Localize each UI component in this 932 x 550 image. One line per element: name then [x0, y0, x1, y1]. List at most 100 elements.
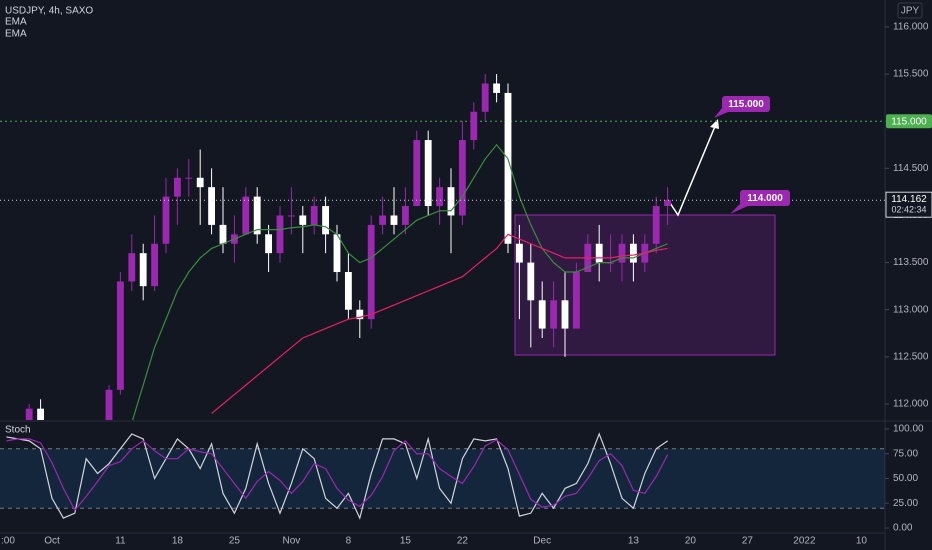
candle-body [436, 187, 444, 207]
candle-body [196, 177, 204, 188]
candle-body [424, 140, 432, 207]
candle-body [299, 215, 307, 225]
stoch-line [6, 438, 669, 512]
projection-arrow [667, 123, 717, 217]
callout-tail [730, 202, 748, 214]
candle-body [470, 111, 478, 141]
price-pane [0, 74, 885, 420]
candle-body [504, 92, 512, 244]
x-tick-label: Oct [44, 536, 60, 547]
y-tick-label: 116.000 [893, 22, 929, 33]
candle-body [105, 389, 113, 420]
candle-body [413, 140, 421, 207]
candle-body [629, 243, 637, 263]
x-tick-label: 22 [457, 536, 469, 547]
candle-body [390, 215, 398, 225]
x-tick-label: Nov [282, 536, 300, 547]
candle-body [572, 272, 580, 329]
candle-body [128, 253, 136, 282]
candle-body [287, 215, 295, 217]
y-tick-label: 75.00 [893, 448, 918, 459]
x-tick-label: 20 [685, 536, 697, 547]
last-price-label: 114.162 [891, 194, 927, 205]
candle-body [116, 281, 124, 390]
candle-body [253, 196, 261, 235]
candle-body [151, 243, 159, 287]
candle-body [322, 206, 330, 235]
last-price-box [885, 191, 932, 218]
level-label: 115.000 [891, 116, 927, 127]
x-tick-label: 15 [400, 536, 412, 547]
candle-body [185, 177, 193, 179]
y-tick-label: 113.500 [893, 257, 929, 268]
y-tick-label: 25.00 [893, 498, 918, 509]
candle-body [618, 243, 626, 263]
candle-body [356, 309, 364, 320]
candle-body [276, 215, 284, 254]
candle-body [515, 243, 523, 263]
stoch-band [0, 448, 885, 509]
y-tick-label: 113.000 [893, 304, 929, 315]
candle-body [367, 224, 375, 320]
candle-body [652, 206, 660, 244]
x-tick-label: 13 [628, 536, 640, 547]
y-tick-label: 112.000 [893, 399, 929, 410]
x-tick-label: :00 [1, 536, 15, 547]
candle-body [265, 234, 273, 254]
y-tick-label: 115.500 [893, 69, 929, 80]
candle-body [242, 196, 250, 235]
legend-entry: EMA [5, 29, 27, 40]
candle-body [333, 234, 341, 273]
candle-body [219, 224, 227, 244]
x-tick-label: 11 [115, 536, 126, 547]
x-tick-label: 25 [229, 536, 241, 547]
level-label-box [886, 114, 932, 129]
candle-body [37, 408, 45, 420]
candle-body [310, 206, 318, 225]
candle-body [401, 206, 409, 225]
candle-body [538, 300, 546, 329]
x-tick-label: 10 [856, 536, 868, 547]
candle-body [139, 253, 147, 287]
legend-entry: EMA [5, 17, 27, 28]
callout-tail [714, 108, 728, 118]
y-tick-label: 112.500 [893, 351, 929, 362]
callout-label: 114.000 [747, 193, 783, 204]
currency-label: JPY [901, 6, 920, 17]
candle-body [664, 200, 672, 207]
x-tick-label: 27 [742, 536, 754, 547]
candle-body [379, 215, 387, 225]
x-tick-label: 18 [172, 536, 184, 547]
callout-label: 115.000 [728, 99, 764, 110]
candle-body [162, 196, 170, 244]
candle-body [481, 83, 489, 112]
candle-body [561, 300, 569, 329]
countdown-label: 02:42:34 [891, 205, 926, 215]
indicator-title: Stoch [5, 425, 31, 436]
x-tick-label: Dec [533, 536, 551, 547]
callout-box [740, 190, 790, 206]
candle-body [344, 272, 352, 310]
x-tick-label: 2022 [793, 536, 816, 547]
ema-line [132, 143, 668, 420]
chart-title: USDJPY, 4h, SAXO [5, 6, 93, 17]
candle-body [25, 408, 33, 420]
candle-body [458, 140, 466, 216]
y-tick-label: 114.500 [893, 163, 929, 174]
currency-box [897, 2, 923, 19]
x-tick-label: 8 [346, 536, 352, 547]
candle-body [527, 262, 535, 301]
y-tick-label: 0.00 [893, 523, 913, 534]
y-tick-label: 50.00 [893, 473, 918, 484]
candle-body [447, 187, 455, 216]
candle-body [595, 243, 603, 263]
candle-body [173, 177, 181, 197]
y-tick-label: 100.00 [893, 424, 924, 435]
candle-body [493, 83, 501, 93]
candle-body [550, 300, 558, 329]
candle-body [208, 187, 216, 225]
callout-box [722, 96, 770, 112]
stoch-pane [0, 432, 885, 520]
ema-line [211, 233, 668, 414]
